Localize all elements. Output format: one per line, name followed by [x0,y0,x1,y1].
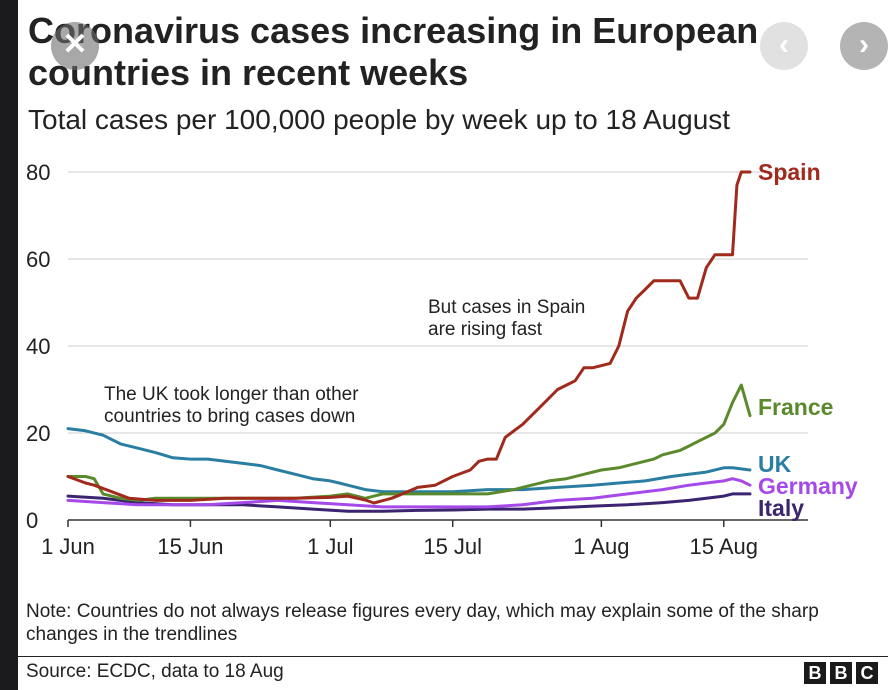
chart-subtitle: Total cases per 100,000 people by week u… [28,104,731,135]
chart-frame: Coronavirus cases increasing in European… [18,0,888,690]
x-tick-label: 1 Jun [41,534,95,559]
series-label-italy: Italy [758,495,804,521]
y-tick-label: 0 [26,508,38,533]
previous-button[interactable]: ‹ [760,22,808,70]
x-tick-label: 1 Aug [573,534,629,559]
x-tick-label: 15 Jun [157,534,223,559]
bbc-logo: B B C [804,662,878,684]
x-tick-label: 15 Jul [423,534,482,559]
series-label-france: France [758,394,833,420]
series-line-uk [66,427,752,494]
chart-title: Coronavirus cases increasing in European… [28,10,759,93]
series-label-spain: Spain [758,159,821,185]
chart-source: Source: ECDC, data to 18 Aug [26,661,284,682]
y-tick-label: 20 [26,421,50,446]
x-tick-label: 15 Aug [690,534,759,559]
annotation-text: are rising fast [428,319,543,340]
series-line-germany [66,477,752,509]
series-line-italy [66,492,752,513]
annotation-text: But cases in Spain [428,297,585,318]
bbc-logo-letter: C [856,662,878,684]
series-label-germany: Germany [758,473,858,499]
y-tick-label: 40 [26,334,50,359]
bbc-logo-letter: B [804,662,826,684]
series-line-spain [66,170,752,505]
annotation-text: countries to bring cases down [104,406,355,427]
chart-note: Note: Countries do not always release fi… [26,601,819,645]
annotation-text: The UK took longer than other [104,384,359,405]
close-button[interactable]: ✕ [51,22,99,70]
x-tick-label: 1 Jul [307,534,353,559]
next-button[interactable]: › [840,22,888,70]
series-label-uk: UK [758,451,792,477]
footer-divider [18,656,888,657]
y-tick-label: 60 [26,247,50,272]
y-tick-label: 80 [26,160,50,185]
line-chart: 0 20 40 60 80 1 Jun 15 Jun 1 Jul 15 Jul 1 Aug 15 A… [26,159,858,559]
bbc-logo-letter: B [830,662,852,684]
